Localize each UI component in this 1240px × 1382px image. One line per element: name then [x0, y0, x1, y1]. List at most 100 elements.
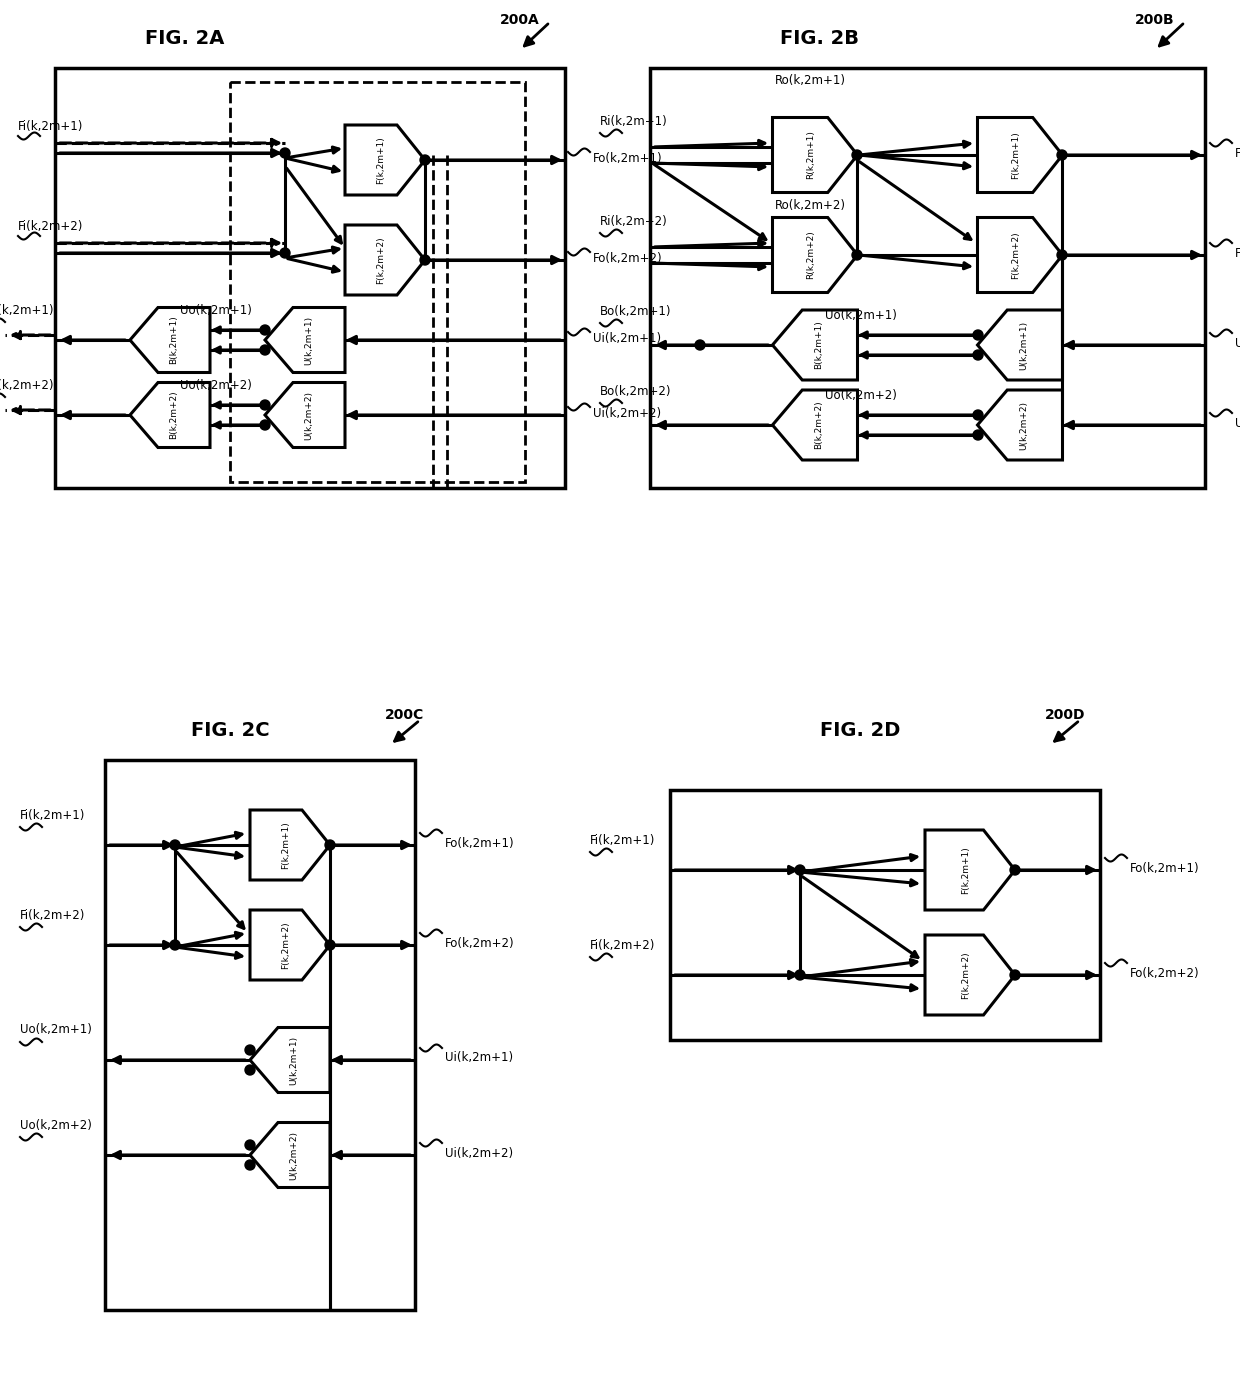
Polygon shape — [345, 225, 425, 294]
Polygon shape — [773, 117, 858, 192]
Circle shape — [246, 1066, 255, 1075]
Text: Uo(k,2m+1): Uo(k,2m+1) — [20, 1024, 92, 1036]
Polygon shape — [773, 390, 858, 460]
Circle shape — [973, 430, 983, 439]
Polygon shape — [250, 1122, 330, 1187]
Polygon shape — [250, 810, 330, 880]
Text: Fo(k,2m+1): Fo(k,2m+1) — [1130, 861, 1199, 875]
Bar — [105, 760, 415, 1310]
Circle shape — [280, 247, 290, 258]
Circle shape — [795, 970, 805, 980]
Text: Fo(k,2m+2): Fo(k,2m+2) — [445, 937, 515, 949]
Circle shape — [260, 325, 270, 334]
Text: Uo(k,2m+2): Uo(k,2m+2) — [825, 388, 897, 402]
Text: Bo(k,2m+2): Bo(k,2m+2) — [600, 384, 672, 398]
Polygon shape — [925, 936, 1016, 1014]
Polygon shape — [250, 1027, 330, 1093]
Circle shape — [852, 151, 862, 160]
Text: FIG. 2C: FIG. 2C — [191, 720, 269, 739]
Text: Ri(k,2m+1): Ri(k,2m+1) — [600, 115, 668, 127]
Text: FIG. 2B: FIG. 2B — [780, 29, 859, 47]
Text: F(k,2m+1): F(k,2m+1) — [1012, 131, 1021, 178]
Circle shape — [170, 940, 180, 949]
Text: 200A: 200A — [500, 12, 539, 28]
Circle shape — [852, 250, 862, 260]
Polygon shape — [250, 909, 330, 980]
Text: Fi(k,2m+2): Fi(k,2m+2) — [590, 938, 656, 951]
Text: Bo(k,2m+1): Bo(k,2m+1) — [600, 304, 672, 318]
Polygon shape — [977, 117, 1063, 192]
Text: Fo(k,2m+1): Fo(k,2m+1) — [445, 836, 515, 850]
Text: F(k,2m+2): F(k,2m+2) — [1012, 231, 1021, 279]
Text: B(k,2m+1): B(k,2m+1) — [170, 315, 179, 365]
Text: R(k,2m+2): R(k,2m+2) — [806, 231, 816, 279]
Text: U(k,2m+1): U(k,2m+1) — [305, 315, 314, 365]
Circle shape — [325, 940, 335, 949]
Circle shape — [260, 399, 270, 410]
Bar — [229, 82, 525, 482]
Text: FIG. 2A: FIG. 2A — [145, 29, 224, 47]
Circle shape — [325, 840, 335, 850]
Bar — [670, 791, 1100, 1041]
Text: Ui(k,2m+1): Ui(k,2m+1) — [445, 1052, 513, 1064]
Text: F(k,2m+2): F(k,2m+2) — [961, 951, 971, 999]
Text: Ui(k,2m+2): Ui(k,2m+2) — [1235, 416, 1240, 430]
Circle shape — [170, 840, 180, 850]
Text: FIG. 2D: FIG. 2D — [820, 720, 900, 739]
Text: Fi(k,2m+1): Fi(k,2m+1) — [590, 833, 656, 847]
Text: Fi(k,2m+1): Fi(k,2m+1) — [19, 119, 83, 133]
Polygon shape — [130, 383, 210, 448]
Circle shape — [694, 340, 706, 350]
Polygon shape — [977, 310, 1063, 380]
Text: U(k,2m+2): U(k,2m+2) — [1019, 401, 1028, 449]
Text: Uo(k,2m+2): Uo(k,2m+2) — [180, 379, 252, 391]
Text: F(k,2m+2): F(k,2m+2) — [281, 922, 290, 969]
Polygon shape — [773, 310, 858, 380]
Circle shape — [1011, 970, 1021, 980]
Text: B(k,2m+2): B(k,2m+2) — [815, 401, 823, 449]
Text: U(k,2m+1): U(k,2m+1) — [1019, 321, 1028, 369]
Text: R(k,2m+1): R(k,2m+1) — [806, 130, 816, 180]
Bar — [650, 68, 1205, 488]
Circle shape — [973, 330, 983, 340]
Text: Bo(k,2m+2): Bo(k,2m+2) — [0, 379, 55, 391]
Circle shape — [1056, 151, 1066, 160]
Text: Fo(k,2m+2): Fo(k,2m+2) — [593, 252, 662, 264]
Text: Fo(k,2m+2): Fo(k,2m+2) — [1235, 246, 1240, 260]
Text: F(k,2m+2): F(k,2m+2) — [377, 236, 386, 283]
Circle shape — [1011, 865, 1021, 875]
Polygon shape — [265, 383, 345, 448]
Polygon shape — [925, 831, 1016, 909]
Text: Fi(k,2m+1): Fi(k,2m+1) — [20, 808, 86, 821]
Circle shape — [973, 350, 983, 359]
Text: U(k,2m+2): U(k,2m+2) — [305, 391, 314, 439]
Text: Fi(k,2m+2): Fi(k,2m+2) — [19, 220, 83, 232]
Text: Uo(k,2m+2): Uo(k,2m+2) — [20, 1118, 92, 1132]
Text: Ri(k,2m+2): Ri(k,2m+2) — [600, 214, 668, 228]
Circle shape — [246, 1159, 255, 1171]
Text: Ui(k,2m+2): Ui(k,2m+2) — [593, 406, 661, 420]
Polygon shape — [977, 217, 1063, 293]
Text: Fo(k,2m+1): Fo(k,2m+1) — [593, 152, 662, 164]
Text: B(k,2m+2): B(k,2m+2) — [170, 391, 179, 439]
Circle shape — [246, 1045, 255, 1054]
Bar — [55, 68, 565, 488]
Text: Bo(k,2m+1): Bo(k,2m+1) — [0, 304, 55, 316]
Circle shape — [973, 410, 983, 420]
Circle shape — [260, 346, 270, 355]
Text: Ro(k,2m+2): Ro(k,2m+2) — [775, 199, 846, 211]
Text: Fi(k,2m+2): Fi(k,2m+2) — [20, 908, 86, 922]
Text: U(k,2m+1): U(k,2m+1) — [289, 1035, 299, 1085]
Text: B(k,2m+1): B(k,2m+1) — [815, 321, 823, 369]
Polygon shape — [773, 217, 858, 293]
Circle shape — [420, 155, 430, 164]
Polygon shape — [265, 308, 345, 373]
Text: Ui(k,2m+1): Ui(k,2m+1) — [593, 332, 661, 344]
Text: F(k,2m+1): F(k,2m+1) — [281, 821, 290, 869]
Circle shape — [420, 256, 430, 265]
Text: Ro(k,2m+1): Ro(k,2m+1) — [775, 73, 846, 87]
Text: Ui(k,2m+2): Ui(k,2m+2) — [445, 1147, 513, 1159]
Text: 200B: 200B — [1135, 12, 1174, 28]
Polygon shape — [345, 124, 425, 195]
Text: F(k,2m+1): F(k,2m+1) — [377, 135, 386, 184]
